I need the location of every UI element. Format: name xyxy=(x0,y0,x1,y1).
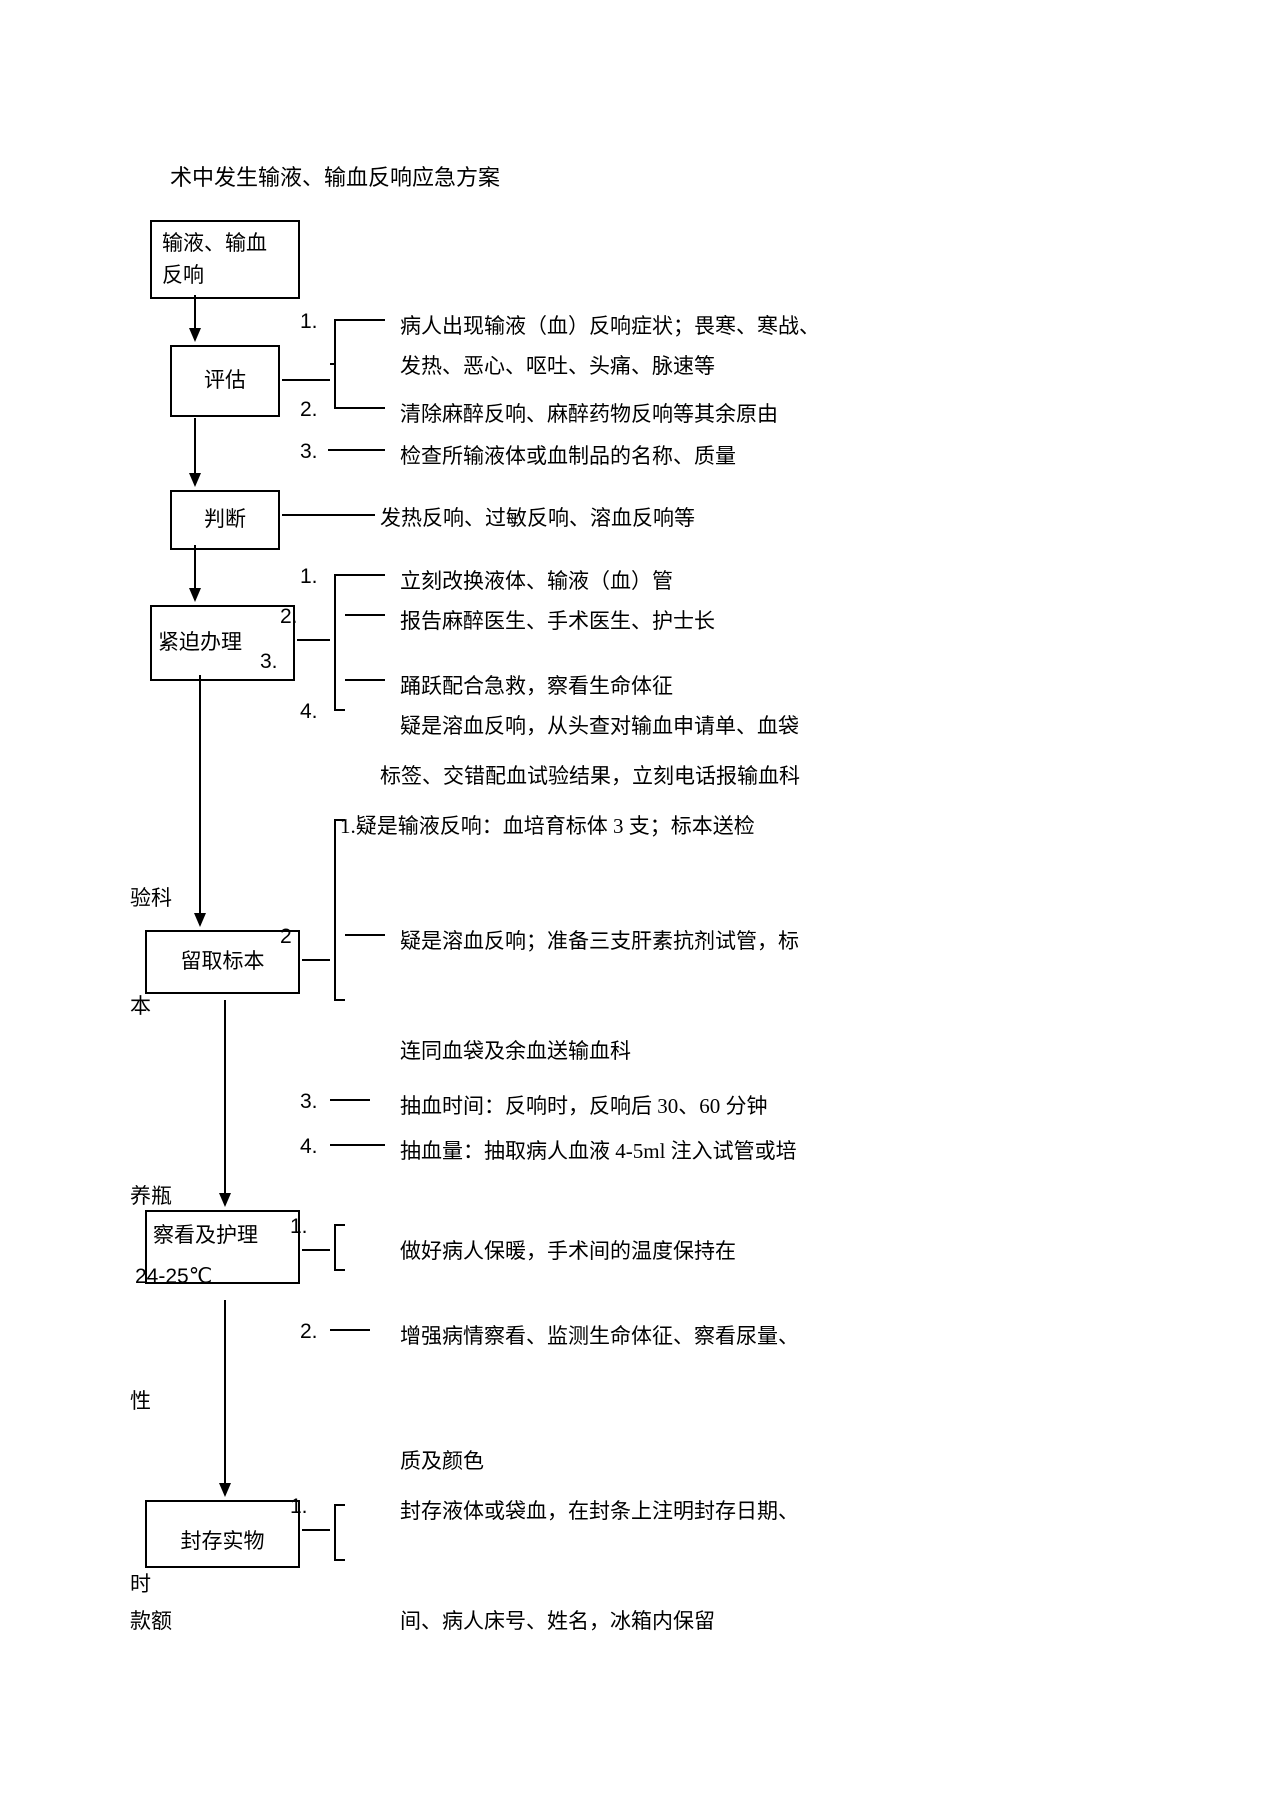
box-assess: 评估 xyxy=(170,345,280,417)
assess-t3: 检查所输液体或血制品的名称、质量 xyxy=(400,440,736,474)
urgent-t2: 报告麻醉医生、手术医生、护士长 xyxy=(400,605,715,639)
observe-n2: 2. xyxy=(300,1320,318,1344)
urgent-n3: 3. xyxy=(260,650,278,674)
sample-t2b: 连同血袋及余血送输血科 xyxy=(400,1035,631,1069)
observe-t1: 做好病人保暖，手术间的温度保持在 xyxy=(400,1235,736,1269)
urgent-t4b: 标签、交错配血试验结果，立刻电话报输血科 xyxy=(380,760,800,794)
label-shi: 时 xyxy=(130,1568,151,1602)
urgent-n4: 4. xyxy=(300,700,318,724)
sample-n3: 3. xyxy=(300,1090,318,1114)
sample-t4: 抽血量：抽取病人血液 4-5ml 注入试管或培 xyxy=(400,1135,797,1169)
observe-n1: 1. xyxy=(290,1215,308,1239)
box-seal: 封存实物 xyxy=(145,1500,300,1568)
seal-n1: 1. xyxy=(290,1495,308,1519)
sample-n2: 2 xyxy=(280,925,292,949)
judge-text: 发热反响、过敏反响、溶血反响等 xyxy=(380,502,695,536)
assess-t1b: 发热、恶心、呕吐、头痛、脉速等 xyxy=(400,350,715,384)
assess-n3: 3. xyxy=(300,440,318,464)
box-start: 输液、输血 反响 xyxy=(150,220,300,299)
label-benSuffix: 本 xyxy=(130,990,151,1024)
sample-t1: 1.疑是输液反响：血培育标体 3 支；标本送检 xyxy=(340,810,755,844)
assess-n1: 1. xyxy=(300,310,318,334)
observe-t2: 增强病情察看、监测生命体征、察看尿量、 xyxy=(400,1320,799,1354)
urgent-n2: 2. xyxy=(280,605,298,629)
page-title: 术中发生输液、输血反响应急方案 xyxy=(170,160,500,192)
sample-t3: 抽血时间：反响时，反响后 30、60 分钟 xyxy=(400,1090,768,1124)
box-sample: 留取标本 xyxy=(145,930,300,994)
page: 术中发生输液、输血反响应急方案 输液、输血 反响 评估 判断 紧迫办理 留取标本… xyxy=(0,0,1274,1804)
sample-t2: 疑是溶血反响；准备三支肝素抗剂试管，标 xyxy=(400,925,799,959)
label-xing: 性 xyxy=(130,1385,151,1419)
label-yankeSuffix: 验科 xyxy=(130,882,172,916)
label-kuan: 款额 xyxy=(130,1605,172,1639)
label-yangping: 养瓶 xyxy=(130,1180,172,1214)
sample-n4: 4. xyxy=(300,1135,318,1159)
observe-t2b: 质及颜色 xyxy=(400,1445,484,1479)
urgent-t4: 疑是溶血反响，从头查对输血申请单、血袋 xyxy=(400,710,799,744)
box-judge: 判断 xyxy=(170,490,280,550)
assess-t2: 清除麻醉反响、麻醉药物反响等其余原由 xyxy=(400,398,778,432)
urgent-t1: 立刻改换液体、输液（血）管 xyxy=(400,565,673,599)
assess-t1: 病人出现输液（血）反响症状；畏寒、寒战、 xyxy=(400,310,820,344)
assess-n2: 2. xyxy=(300,398,318,422)
urgent-t3: 踊跃配合急救，察看生命体征 xyxy=(400,670,673,704)
label-temp: 24-25℃ xyxy=(135,1260,212,1294)
seal-t1b: 间、病人床号、姓名，冰箱内保留 xyxy=(400,1605,715,1639)
urgent-n1: 1. xyxy=(300,565,318,589)
seal-t1: 封存液体或袋血，在封条上注明封存日期、 xyxy=(400,1495,799,1529)
